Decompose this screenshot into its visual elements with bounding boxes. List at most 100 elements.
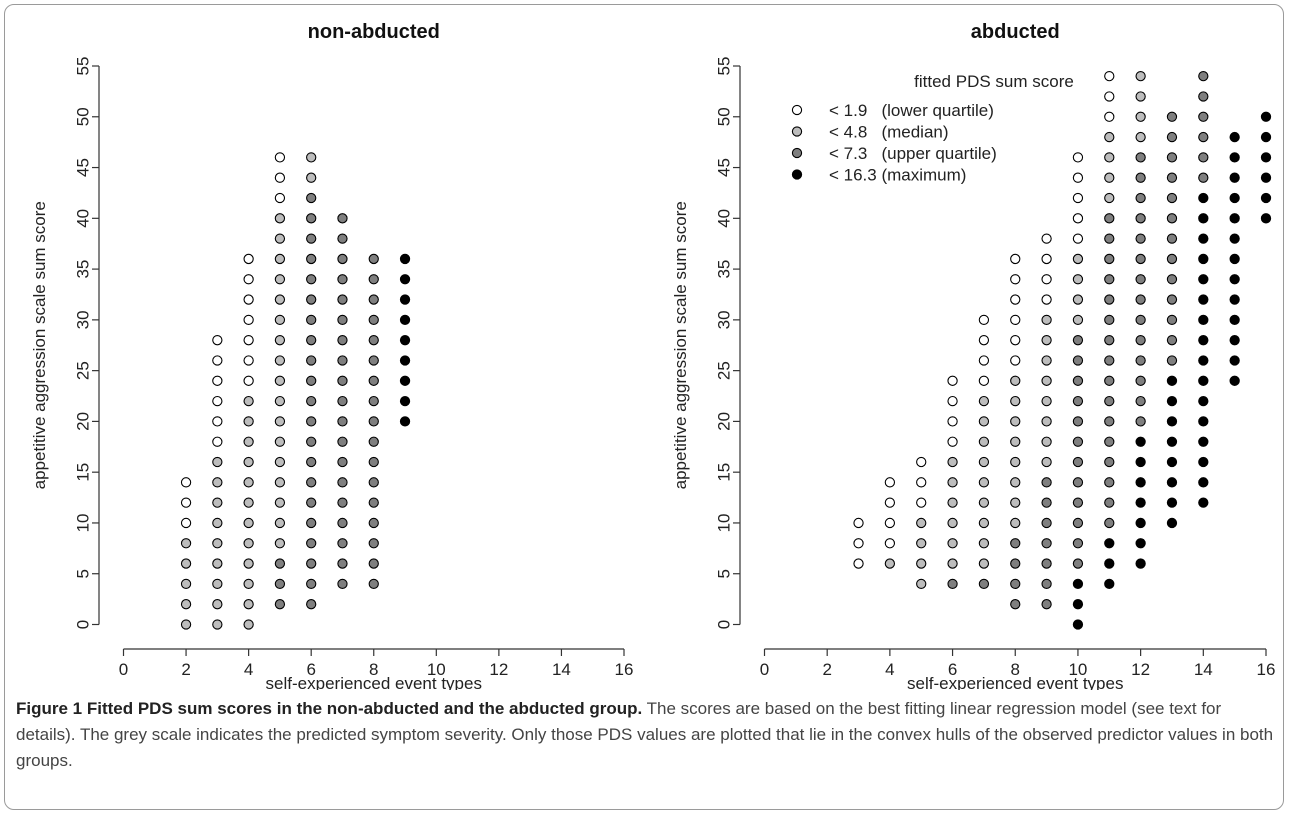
x-axis-label: self-experienced event types bbox=[907, 674, 1123, 690]
y-tick-label: 35 bbox=[715, 260, 734, 279]
data-point bbox=[306, 416, 317, 427]
data-point bbox=[1104, 497, 1115, 508]
y-tick-label: 20 bbox=[715, 412, 734, 431]
data-point bbox=[853, 538, 864, 549]
data-point bbox=[212, 538, 223, 549]
data-point bbox=[1041, 497, 1052, 508]
data-point bbox=[1135, 253, 1146, 265]
data-point bbox=[916, 477, 927, 488]
legend-marker bbox=[791, 104, 803, 116]
figure-charts: non-abducted 0 2 4 6 8 10 12 14 16 self-experience… bbox=[30, 21, 1275, 690]
x-tick-label: 0 bbox=[119, 660, 128, 679]
data-point bbox=[337, 233, 348, 244]
data-point bbox=[274, 416, 286, 427]
data-point bbox=[180, 538, 192, 549]
data-point bbox=[1198, 172, 1209, 183]
x-tick-label: 0 bbox=[760, 660, 769, 679]
data-point bbox=[306, 294, 317, 305]
data-point bbox=[1198, 335, 1209, 346]
y-tick-label: 0 bbox=[74, 620, 93, 629]
y-tick-label: 55 bbox=[715, 57, 734, 76]
data-point bbox=[1135, 111, 1146, 122]
data-point bbox=[947, 538, 958, 549]
data-point bbox=[243, 578, 254, 590]
data-point bbox=[306, 375, 317, 386]
chart-panel-1: non-abducted 0 2 4 6 8 10 12 14 16 self-experience… bbox=[30, 21, 633, 690]
data-point bbox=[1072, 538, 1084, 549]
chart-title: non-abducted bbox=[308, 21, 440, 43]
data-point bbox=[306, 456, 317, 468]
data-point bbox=[884, 558, 896, 569]
data-point bbox=[1260, 192, 1272, 204]
data-point bbox=[1260, 111, 1272, 122]
y-tick-label: 50 bbox=[715, 107, 734, 126]
y-tick-label: 40 bbox=[74, 209, 93, 228]
data-point bbox=[212, 558, 223, 569]
data-point bbox=[1135, 213, 1146, 224]
data-point bbox=[1072, 456, 1084, 468]
data-point bbox=[1135, 335, 1146, 346]
data-point bbox=[1229, 294, 1240, 305]
y-tick-label: 15 bbox=[74, 463, 93, 482]
data-point bbox=[1166, 314, 1178, 326]
data-point bbox=[1072, 314, 1084, 326]
data-point bbox=[1010, 335, 1021, 346]
data-point bbox=[1104, 395, 1115, 407]
y-tick-label: 5 bbox=[715, 569, 734, 578]
data-point bbox=[1166, 192, 1178, 204]
data-point bbox=[243, 619, 254, 630]
data-point bbox=[212, 436, 223, 447]
data-point bbox=[1166, 294, 1178, 305]
data-point bbox=[1229, 335, 1240, 346]
y-tick-label: 40 bbox=[715, 209, 734, 228]
data-point bbox=[916, 497, 927, 508]
data-point bbox=[337, 253, 348, 265]
data-point bbox=[1104, 294, 1115, 305]
data-point bbox=[274, 314, 286, 326]
data-point bbox=[1104, 314, 1115, 326]
data-point bbox=[1198, 497, 1209, 508]
data-point bbox=[1072, 233, 1084, 244]
data-point bbox=[368, 436, 379, 447]
chart-panel-2: abducted 0 2 4 6 8 10 12 14 16 self-experienced ev… bbox=[671, 21, 1275, 690]
data-point bbox=[243, 497, 254, 508]
data-point bbox=[1104, 517, 1115, 529]
y-tick-label: 25 bbox=[715, 361, 734, 380]
data-point bbox=[1166, 253, 1178, 265]
data-point bbox=[212, 497, 223, 508]
data-point bbox=[1072, 477, 1084, 488]
y-tick-label: 10 bbox=[715, 513, 734, 532]
data-point bbox=[274, 355, 286, 366]
data-point bbox=[947, 395, 958, 407]
data-point bbox=[947, 456, 958, 468]
caption-title: Figure 1 Fitted PDS sum scores in the no… bbox=[16, 699, 643, 718]
data-point bbox=[243, 477, 254, 488]
data-point bbox=[1010, 497, 1021, 508]
data-point bbox=[1104, 253, 1115, 265]
data-point bbox=[337, 395, 348, 407]
data-point bbox=[243, 558, 254, 569]
data-point bbox=[243, 335, 254, 346]
y-axis-label: appetitive aggression scale sum score bbox=[30, 201, 49, 489]
data-point bbox=[399, 253, 411, 265]
data-point bbox=[1229, 131, 1240, 143]
data-point bbox=[306, 335, 317, 346]
data-point bbox=[337, 294, 348, 305]
data-point bbox=[1135, 192, 1146, 204]
x-tick-label: 12 bbox=[489, 660, 508, 679]
data-point bbox=[337, 477, 348, 488]
data-point bbox=[1072, 253, 1084, 265]
data-point bbox=[306, 517, 317, 529]
data-point bbox=[274, 477, 286, 488]
data-point bbox=[978, 314, 990, 326]
y-tick-label: 20 bbox=[74, 412, 93, 431]
data-point bbox=[1229, 355, 1240, 366]
x-tick-label: 8 bbox=[1011, 660, 1020, 679]
data-point bbox=[1166, 456, 1178, 468]
data-point bbox=[978, 558, 990, 569]
data-point bbox=[1041, 456, 1052, 468]
data-point bbox=[1229, 274, 1240, 285]
data-point bbox=[399, 274, 411, 285]
data-point bbox=[1072, 274, 1084, 285]
data-point bbox=[1104, 335, 1115, 346]
